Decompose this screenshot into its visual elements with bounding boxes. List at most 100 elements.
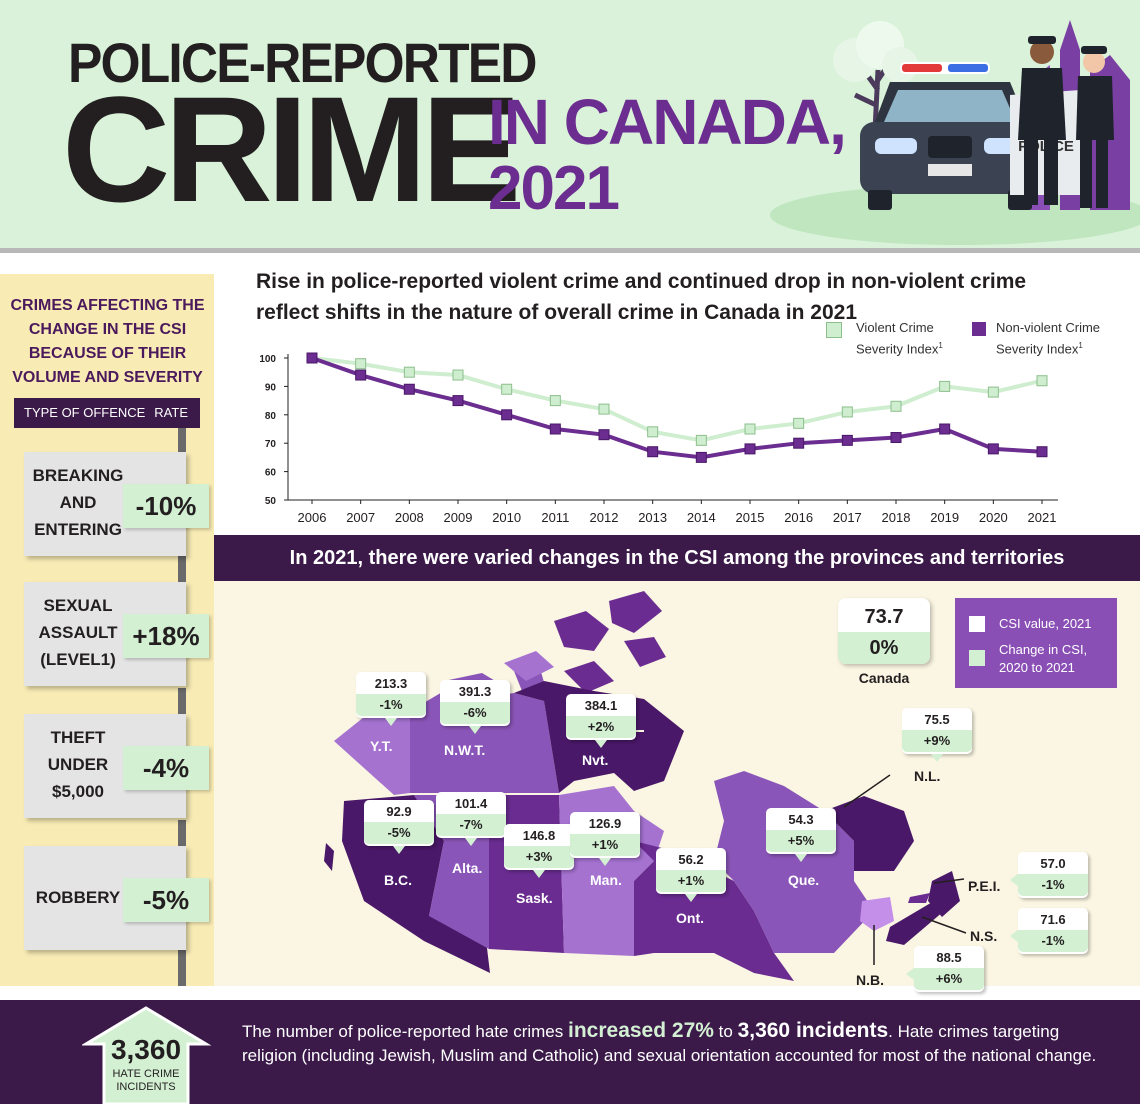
csi-change: +6% bbox=[914, 968, 984, 990]
hate-crime-text-part: . Hate crimes targeting religion (includ… bbox=[242, 1022, 1097, 1065]
x-tick-label: 2009 bbox=[444, 510, 473, 525]
offence-rate: -10% bbox=[123, 484, 209, 528]
map-section-title: In 2021, there were varied changes in th… bbox=[214, 535, 1140, 581]
sign-post bbox=[178, 556, 186, 582]
csi-change: -1% bbox=[1018, 874, 1088, 896]
callout-nwt: 391.3 -6% bbox=[440, 680, 510, 734]
csi-value: 101.4 bbox=[454, 796, 488, 811]
data-point-nonviolent bbox=[501, 409, 513, 421]
y-tick-label: 50 bbox=[265, 496, 277, 507]
y-tick-label: 80 bbox=[265, 411, 277, 422]
csi-change: -7% bbox=[436, 814, 506, 836]
nl-leader-line bbox=[843, 774, 891, 808]
data-point-violent bbox=[647, 426, 659, 438]
callout-alberta: 101.4 -7% bbox=[436, 792, 506, 846]
canada-label: Canada bbox=[858, 670, 910, 686]
data-point-violent bbox=[355, 358, 367, 370]
csi-value: 146.8 bbox=[522, 828, 556, 843]
legend-value-label: CSI value, 2021 bbox=[999, 616, 1092, 631]
data-point-nonviolent bbox=[695, 451, 707, 463]
offence-name-line: $5,000 bbox=[52, 782, 104, 801]
label-yukon: Y.T. bbox=[370, 738, 393, 754]
offence-table-header: TYPE OF OFFENCE RATE bbox=[14, 398, 200, 428]
footnote-mark: 1 bbox=[938, 341, 943, 350]
legend-violent-swatch bbox=[826, 322, 842, 338]
data-point-violent bbox=[549, 395, 561, 407]
x-tick-label: 2006 bbox=[298, 510, 327, 525]
callout-nunavut: 384.1 +2% bbox=[566, 694, 636, 748]
data-point-nonviolent bbox=[987, 443, 999, 455]
csi-value: 56.2 bbox=[678, 852, 704, 867]
label-ontario: Ont. bbox=[676, 910, 704, 926]
label-alberta: Alta. bbox=[452, 860, 483, 876]
callout-manitoba: 126.9 +1% bbox=[570, 812, 640, 866]
data-point-nonviolent bbox=[1036, 446, 1048, 458]
data-point-nonviolent bbox=[355, 369, 367, 381]
x-tick-label: 2016 bbox=[784, 510, 813, 525]
sign-post bbox=[178, 820, 186, 846]
csi-value: 88.5 bbox=[936, 950, 962, 965]
legend-value-swatch bbox=[969, 616, 985, 632]
legend-change-swatch bbox=[969, 650, 985, 666]
rate-column-header: RATE bbox=[154, 405, 188, 420]
hate-crime-label-line: INCIDENTS bbox=[116, 1081, 176, 1093]
data-point-nonviolent bbox=[793, 437, 805, 449]
hate-crime-banner bbox=[0, 1000, 1140, 1104]
region-nova-scotia bbox=[886, 901, 944, 945]
label-nova-scotia: N.S. bbox=[970, 928, 998, 944]
x-tick-label: 2015 bbox=[736, 510, 765, 525]
offence-name-line: (LEVEL1) bbox=[40, 650, 116, 669]
x-tick-label: 2018 bbox=[882, 510, 911, 525]
data-point-nonviolent bbox=[452, 395, 464, 407]
offence-name-line: SEXUAL bbox=[43, 596, 113, 615]
label-manitoba: Man. bbox=[590, 872, 622, 888]
csi-change: -6% bbox=[440, 702, 510, 724]
label-new-brunswick: N.B. bbox=[856, 972, 884, 988]
data-point-violent bbox=[890, 400, 902, 412]
map-legend: CSI value, 2021 Change in CSI, 2020 to 2… bbox=[955, 598, 1117, 688]
x-tick-label: 2012 bbox=[590, 510, 619, 525]
offence-name-line: UNDER bbox=[47, 755, 109, 774]
callout-newfoundland: 75.5 +9% bbox=[902, 708, 972, 762]
legend-violent-line: Severity Index bbox=[856, 341, 939, 357]
csi-change: +2% bbox=[566, 716, 636, 738]
offence-rate: +18% bbox=[123, 614, 209, 658]
data-point-violent bbox=[501, 383, 513, 395]
data-point-violent bbox=[403, 366, 415, 378]
callout-pei: 57.0 -1% bbox=[1010, 852, 1088, 898]
label-quebec: Que. bbox=[788, 872, 820, 888]
csi-value: 54.3 bbox=[788, 812, 814, 827]
csi-change: +9% bbox=[902, 730, 972, 752]
csi-change: +1% bbox=[570, 834, 640, 856]
offence-name-line: ENTERING bbox=[34, 520, 122, 539]
callout-sask: 146.8 +3% bbox=[504, 824, 574, 878]
data-point-violent bbox=[987, 386, 999, 398]
y-axis: 50 60 70 80 90 100 bbox=[259, 354, 289, 507]
data-point-nonviolent bbox=[744, 443, 756, 455]
data-point-violent bbox=[841, 406, 853, 418]
csi-value: 213.3 bbox=[374, 676, 408, 691]
title-in-canada: IN CANADA, bbox=[488, 86, 847, 158]
csi-value: 71.6 bbox=[1040, 912, 1066, 927]
csi-value: 391.3 bbox=[458, 684, 492, 699]
csi-change: -1% bbox=[356, 694, 426, 716]
csi-value: 57.0 bbox=[1040, 856, 1066, 871]
data-point-violent bbox=[695, 434, 707, 446]
csi-value: 92.9 bbox=[386, 804, 412, 819]
data-point-violent bbox=[939, 380, 951, 392]
canada-csi-change: 0% bbox=[838, 632, 930, 664]
csi-value: 384.1 bbox=[584, 698, 618, 713]
hate-crime-label-line: HATE CRIME bbox=[112, 1068, 180, 1080]
x-tick-label: 2019 bbox=[930, 510, 959, 525]
offence-name-line: ASSAULT bbox=[38, 623, 118, 642]
region-quebec bbox=[714, 771, 874, 953]
csi-change: -5% bbox=[364, 822, 434, 844]
sign-post bbox=[178, 428, 186, 458]
callout-quebec: 54.3 +5% bbox=[766, 808, 836, 862]
x-tick-label: 2011 bbox=[541, 510, 569, 525]
canada-callout: 73.7 0% bbox=[838, 598, 930, 664]
region-new-brunswick bbox=[860, 897, 894, 931]
sign-post bbox=[178, 688, 186, 714]
data-point-nonviolent bbox=[549, 423, 561, 435]
